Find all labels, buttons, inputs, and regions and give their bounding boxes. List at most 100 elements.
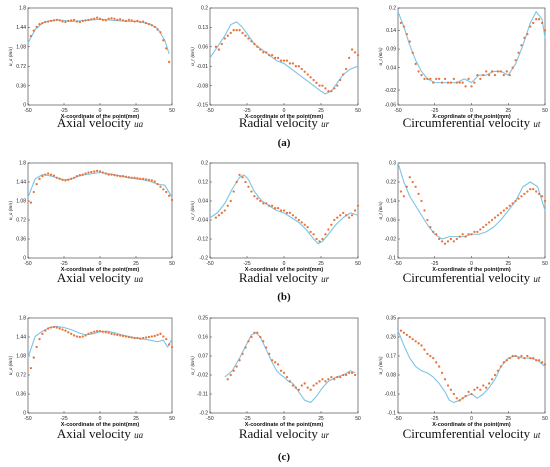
experiment-data-point [540, 195, 544, 198]
experiment-data-point [119, 18, 122, 21]
experiment-data-point [220, 211, 223, 215]
experiment-data-point [247, 340, 250, 343]
x-axis-label: X-coordinate of the point(mm) [245, 422, 324, 428]
experiment-data-point [98, 170, 102, 173]
experiment-data-point [98, 330, 102, 333]
experiment-data-point [432, 356, 435, 360]
experiment-data-point [250, 40, 253, 43]
experiment-data-point [485, 223, 488, 226]
chart-caption: Axial velocity ua [57, 115, 144, 130]
experiment-data-point [455, 397, 458, 400]
experiment-data-point [55, 18, 58, 22]
experiment-data-point [511, 354, 514, 358]
y-tick-label: 1.44 [16, 180, 26, 186]
caption-symbol: ur [321, 119, 330, 129]
x-tick-label: 50 [355, 261, 361, 267]
experiment-data-point [330, 89, 333, 93]
x-tick-label: 0 [99, 416, 102, 422]
y-tick-label: 0.14 [386, 28, 396, 34]
experiment-data-point [429, 225, 432, 229]
experiment-data-point [537, 359, 541, 362]
experiment-data-point [147, 335, 151, 339]
experiment-data-point [150, 24, 153, 27]
plot-frame [27, 162, 173, 259]
x-tick-label: -25 [243, 261, 250, 267]
experiment-data-point [499, 70, 503, 73]
experiment-data-point [306, 386, 309, 389]
experiment-data-point [443, 378, 447, 381]
experiment-data-point [350, 371, 354, 375]
y-tick-label: 1.44 [16, 25, 26, 31]
y-tick-label: -0.01 [385, 392, 397, 398]
y-tick-label: -0.02 [385, 88, 397, 94]
experiment-data-point [101, 330, 105, 333]
experiment-data-point [529, 187, 532, 191]
x-tick-label: 50 [169, 261, 175, 267]
experiment-data-point [104, 172, 107, 175]
x-tick-label: -25 [60, 261, 67, 267]
experiment-data-point [110, 17, 113, 20]
experiment-data-point [496, 70, 500, 73]
caption-symbol: ut [533, 274, 541, 284]
experiment-data-point [291, 384, 295, 387]
x-tick-label: 0 [99, 261, 102, 267]
simulation-series-line [397, 162, 546, 240]
experiment-data-point [61, 178, 64, 182]
experiment-data-point [81, 335, 84, 338]
experiment-data-point [476, 230, 479, 234]
y-tick-label: -0.02 [385, 237, 397, 243]
chart-panel-b1: 0 0.36 0.72 1.08 1.44 1.8 -50 -25 0 25 50 X-coordin… [9, 161, 175, 285]
experiment-data-point [61, 328, 64, 331]
experiment-data-point [70, 19, 73, 22]
experiment-data-point [47, 172, 50, 175]
x-axis-label: X-coordinate of the point(mm) [432, 422, 511, 428]
experiment-data-point [170, 198, 174, 202]
experiment-data-point [119, 175, 122, 178]
y-tick-label: 0.14 [386, 199, 396, 205]
y-tick-label: 0 [23, 256, 26, 262]
experiment-data-point [247, 185, 250, 188]
experiment-data-point [511, 66, 514, 69]
experiment-data-point [291, 214, 295, 217]
experiment-data-point [333, 218, 336, 222]
experiment-data-point [32, 190, 35, 194]
experiment-data-point [408, 40, 411, 43]
experiment-data-point [87, 171, 90, 174]
experiment-data-point [473, 230, 476, 234]
caption-symbol: ur [321, 274, 330, 284]
experiment-data-point [479, 77, 482, 81]
experiment-data-point [452, 240, 456, 243]
y-axis-label: u_t (m/s) [379, 201, 384, 219]
experiment-data-point [49, 173, 53, 176]
experiment-data-point [315, 237, 318, 241]
experiment-data-point [268, 204, 271, 207]
x-tick-label: -25 [243, 108, 250, 114]
experiment-data-point [405, 185, 408, 188]
x-tick-label: -50 [24, 108, 31, 114]
chart-caption: Axial velocity ua [57, 426, 144, 441]
experiment-data-point [350, 48, 354, 51]
experiment-data-point [84, 334, 87, 337]
experiment-data-point [87, 332, 90, 335]
y-tick-label: 0.04 [386, 65, 396, 71]
experiment-data-point [309, 76, 312, 79]
experiment-data-point [113, 17, 116, 20]
x-axis-label: X-coordinate of the point(mm) [61, 114, 140, 120]
simulation-series-line [224, 332, 356, 403]
experiment-data-point [356, 53, 360, 57]
experiment-data-point [520, 354, 523, 358]
y-tick-label: 0.04 [198, 199, 208, 205]
experiment-data-point [159, 31, 162, 34]
experiment-data-point [35, 182, 38, 186]
experiment-data-point [162, 335, 165, 338]
experiment-data-point [104, 331, 107, 334]
y-tick-label: 0.16 [198, 335, 208, 341]
experiment-data-point [98, 17, 102, 20]
experiment-data-point [241, 176, 244, 179]
chart-panel-a3: -0.06 -0.02 0.04 0.09 0.14 0.2 -50 -25 0 25 50 X-co… [379, 6, 548, 130]
experiment-data-point [291, 62, 295, 65]
y-axis-label: u_a (m/s) [9, 201, 14, 220]
experiment-data-point [318, 84, 321, 87]
experiment-data-point [324, 87, 327, 90]
experiment-data-point [32, 29, 35, 32]
